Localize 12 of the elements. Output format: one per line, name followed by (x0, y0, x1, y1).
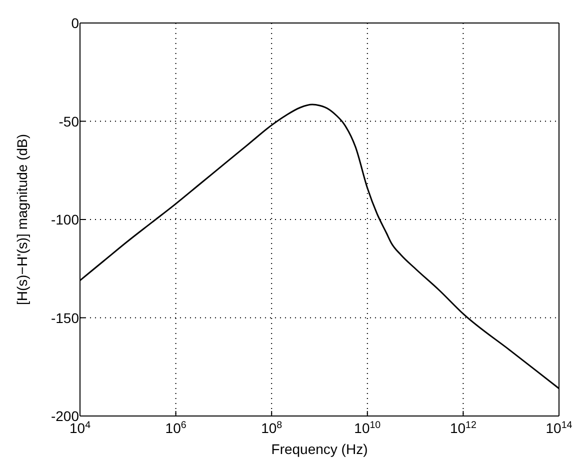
y-axis-title: [H(s)−H'(s)] magnitude (dB) (14, 134, 30, 306)
x-tick-label: 10$^{10}$ (354, 420, 382, 436)
y-tick-label: -200 (50, 408, 80, 424)
y-tick-label: -100 (50, 212, 80, 228)
y-tick-label: -150 (50, 310, 80, 326)
y-tick-label: -50 (58, 113, 80, 130)
x-tick-label: 10$^{14}$ (546, 420, 573, 436)
x-tick-label: 10$^{8}$ (261, 420, 283, 436)
x-tick-label: 10$^{12}$ (450, 420, 476, 436)
x-tick-label: 10$^{6}$ (165, 420, 187, 436)
x-axis-title: Frequency (Hz) (271, 441, 368, 457)
y-tick-label: 0 (71, 15, 80, 31)
